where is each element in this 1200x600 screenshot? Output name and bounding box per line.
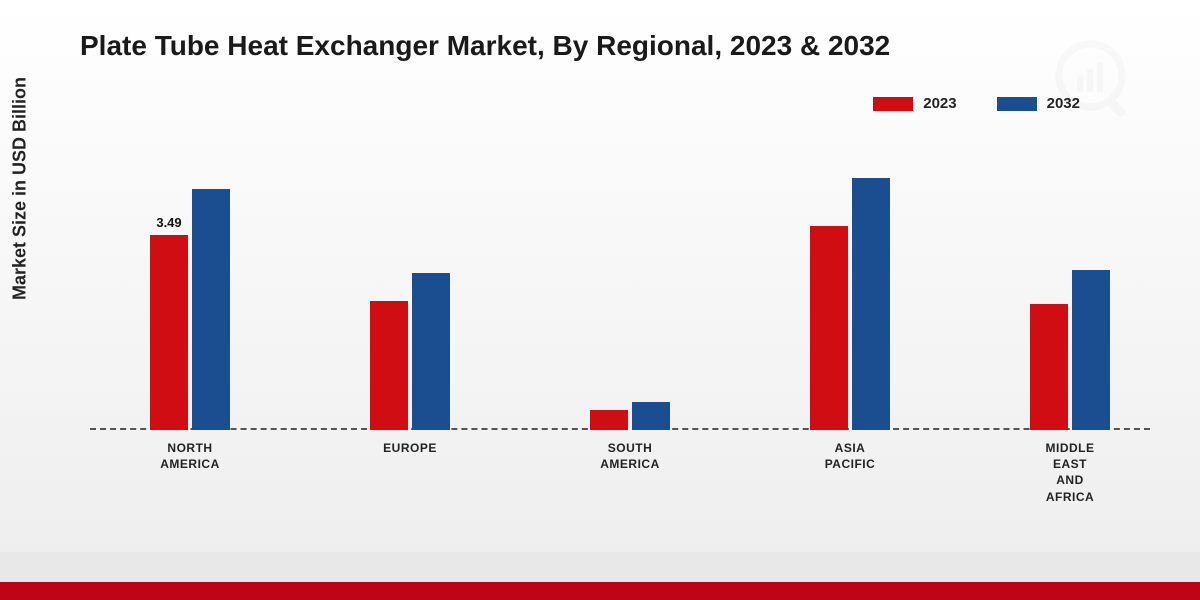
y-axis-title: Market Size in USD Billion (10, 77, 31, 300)
footer-grey-band (0, 552, 1200, 582)
bar-group (570, 402, 690, 430)
x-axis-labels: NORTHAMERICA EUROPE SOUTHAMERICA ASIAPACIFI… (90, 440, 1150, 520)
bar-2032 (852, 178, 890, 430)
legend-swatch-2023 (873, 97, 913, 111)
plot-area: 3.49 (90, 150, 1150, 430)
bar-group (350, 273, 470, 430)
footer-accent-bar (0, 582, 1200, 600)
bar-2023 (810, 226, 848, 430)
bar-2023: 3.49 (150, 235, 188, 430)
x-axis-category-label: MIDDLEEASTANDAFRICA (1000, 440, 1140, 505)
legend: 2023 2032 (873, 95, 1080, 112)
x-axis-category-label: SOUTHAMERICA (560, 440, 700, 472)
bar-2032 (412, 273, 450, 430)
legend-item-2023: 2023 (873, 95, 956, 112)
bar-2032 (632, 402, 670, 430)
chart-title: Plate Tube Heat Exchanger Market, By Reg… (80, 30, 890, 62)
bar-2023 (370, 301, 408, 430)
bar-group (790, 178, 910, 430)
legend-label-2032: 2032 (1047, 95, 1080, 112)
x-axis-category-label: ASIAPACIFIC (780, 440, 920, 472)
bar-value-label: 3.49 (156, 215, 181, 230)
bar-group (1010, 270, 1130, 430)
x-axis-category-label: NORTHAMERICA (120, 440, 260, 472)
legend-item-2032: 2032 (997, 95, 1080, 112)
legend-swatch-2032 (997, 97, 1037, 111)
bar-2032 (1072, 270, 1110, 430)
bar-group: 3.49 (130, 189, 250, 430)
legend-label-2023: 2023 (923, 95, 956, 112)
bar-2023 (1030, 304, 1068, 430)
bar-2032 (192, 189, 230, 430)
x-axis-category-label: EUROPE (340, 440, 480, 456)
bar-2023 (590, 410, 628, 430)
